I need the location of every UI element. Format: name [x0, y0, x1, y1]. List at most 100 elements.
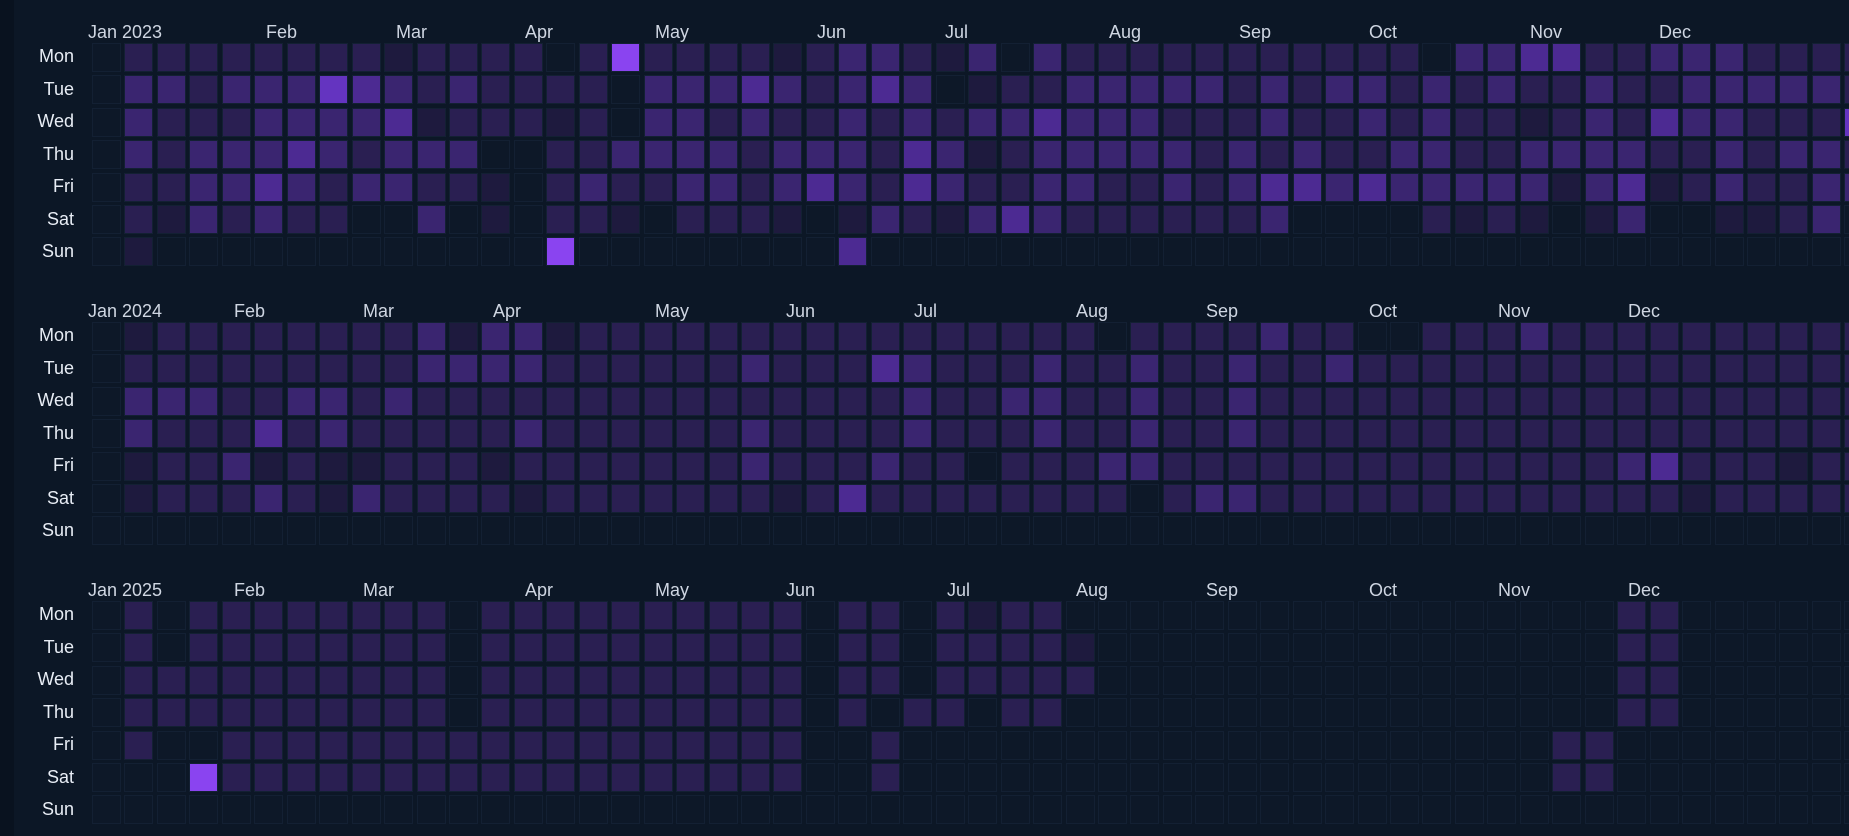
- heatmap-cell[interactable]: [773, 484, 802, 513]
- heatmap-cell[interactable]: [611, 387, 640, 416]
- heatmap-cell[interactable]: [1066, 205, 1095, 234]
- heatmap-cell[interactable]: [1747, 419, 1776, 448]
- heatmap-cell[interactable]: [449, 452, 478, 481]
- heatmap-cell[interactable]: [481, 731, 510, 760]
- heatmap-cell[interactable]: [1844, 237, 1849, 266]
- heatmap-cell[interactable]: [1260, 354, 1289, 383]
- heatmap-cell[interactable]: [1650, 75, 1679, 104]
- heatmap-cell[interactable]: [1747, 731, 1776, 760]
- heatmap-cell[interactable]: [1520, 75, 1549, 104]
- heatmap-cell[interactable]: [1001, 633, 1030, 662]
- heatmap-cell[interactable]: [1066, 516, 1095, 545]
- heatmap-cell[interactable]: [936, 698, 965, 727]
- heatmap-cell[interactable]: [1520, 419, 1549, 448]
- heatmap-cell[interactable]: [1066, 763, 1095, 792]
- heatmap-cell[interactable]: [871, 731, 900, 760]
- heatmap-cell[interactable]: [1195, 601, 1224, 630]
- heatmap-cell[interactable]: [189, 322, 218, 351]
- heatmap-cell[interactable]: [968, 419, 997, 448]
- heatmap-cell[interactable]: [1098, 484, 1127, 513]
- heatmap-cell[interactable]: [1001, 75, 1030, 104]
- heatmap-cell[interactable]: [1228, 43, 1257, 72]
- heatmap-cell[interactable]: [189, 484, 218, 513]
- heatmap-cell[interactable]: [968, 516, 997, 545]
- heatmap-cell[interactable]: [676, 633, 705, 662]
- heatmap-cell[interactable]: [1422, 419, 1451, 448]
- heatmap-cell[interactable]: [741, 354, 770, 383]
- heatmap-cell[interactable]: [352, 731, 381, 760]
- heatmap-cell[interactable]: [1293, 795, 1322, 824]
- heatmap-cell[interactable]: [546, 516, 575, 545]
- heatmap-cell[interactable]: [968, 322, 997, 351]
- heatmap-cell[interactable]: [222, 698, 251, 727]
- heatmap-cell[interactable]: [676, 387, 705, 416]
- heatmap-cell[interactable]: [1585, 763, 1614, 792]
- heatmap-cell[interactable]: [741, 387, 770, 416]
- heatmap-cell[interactable]: [611, 322, 640, 351]
- heatmap-cell[interactable]: [1650, 140, 1679, 169]
- heatmap-cell[interactable]: [936, 731, 965, 760]
- heatmap-cell[interactable]: [1812, 108, 1841, 137]
- heatmap-cell[interactable]: [1552, 322, 1581, 351]
- heatmap-cell[interactable]: [644, 205, 673, 234]
- heatmap-cell[interactable]: [1747, 108, 1776, 137]
- heatmap-cell[interactable]: [1033, 322, 1062, 351]
- heatmap-cell[interactable]: [1163, 108, 1192, 137]
- heatmap-cell[interactable]: [417, 173, 446, 202]
- heatmap-cell[interactable]: [1163, 516, 1192, 545]
- heatmap-cell[interactable]: [773, 205, 802, 234]
- heatmap-cell[interactable]: [1844, 354, 1849, 383]
- heatmap-cell[interactable]: [1163, 698, 1192, 727]
- heatmap-cell[interactable]: [222, 666, 251, 695]
- heatmap-cell[interactable]: [1130, 173, 1159, 202]
- heatmap-cell[interactable]: [1715, 516, 1744, 545]
- heatmap-cell[interactable]: [1552, 452, 1581, 481]
- heatmap-cell[interactable]: [611, 354, 640, 383]
- heatmap-cell[interactable]: [1130, 452, 1159, 481]
- heatmap-cell[interactable]: [773, 43, 802, 72]
- heatmap-cell[interactable]: [352, 601, 381, 630]
- heatmap-cell[interactable]: [1098, 419, 1127, 448]
- heatmap-cell[interactable]: [1552, 633, 1581, 662]
- heatmap-cell[interactable]: [1747, 666, 1776, 695]
- heatmap-cell[interactable]: [546, 763, 575, 792]
- heatmap-cell[interactable]: [1390, 387, 1419, 416]
- heatmap-cell[interactable]: [1228, 205, 1257, 234]
- heatmap-cell[interactable]: [1098, 763, 1127, 792]
- heatmap-cell[interactable]: [1033, 354, 1062, 383]
- heatmap-cell[interactable]: [157, 108, 186, 137]
- heatmap-cell[interactable]: [189, 387, 218, 416]
- heatmap-cell[interactable]: [384, 75, 413, 104]
- heatmap-cell[interactable]: [871, 516, 900, 545]
- heatmap-cell[interactable]: [514, 173, 543, 202]
- heatmap-cell[interactable]: [1422, 108, 1451, 137]
- heatmap-cell[interactable]: [1358, 601, 1387, 630]
- heatmap-cell[interactable]: [773, 763, 802, 792]
- heatmap-cell[interactable]: [157, 452, 186, 481]
- heatmap-cell[interactable]: [1779, 601, 1808, 630]
- heatmap-cell[interactable]: [1422, 601, 1451, 630]
- heatmap-cell[interactable]: [579, 763, 608, 792]
- heatmap-cell[interactable]: [92, 452, 121, 481]
- heatmap-cell[interactable]: [1747, 452, 1776, 481]
- heatmap-cell[interactable]: [254, 140, 283, 169]
- heatmap-cell[interactable]: [1715, 173, 1744, 202]
- heatmap-cell[interactable]: [611, 763, 640, 792]
- heatmap-cell[interactable]: [1163, 601, 1192, 630]
- heatmap-cell[interactable]: [773, 731, 802, 760]
- heatmap-cell[interactable]: [319, 698, 348, 727]
- heatmap-cell[interactable]: [1715, 140, 1744, 169]
- heatmap-cell[interactable]: [741, 484, 770, 513]
- heatmap-cell[interactable]: [1585, 484, 1614, 513]
- heatmap-cell[interactable]: [319, 452, 348, 481]
- heatmap-cell[interactable]: [1260, 43, 1289, 72]
- heatmap-cell[interactable]: [124, 237, 153, 266]
- heatmap-cell[interactable]: [481, 419, 510, 448]
- heatmap-cell[interactable]: [1358, 795, 1387, 824]
- heatmap-cell[interactable]: [1130, 795, 1159, 824]
- heatmap-cell[interactable]: [1325, 43, 1354, 72]
- heatmap-cell[interactable]: [1520, 698, 1549, 727]
- heatmap-cell[interactable]: [936, 601, 965, 630]
- heatmap-cell[interactable]: [449, 387, 478, 416]
- heatmap-cell[interactable]: [1195, 387, 1224, 416]
